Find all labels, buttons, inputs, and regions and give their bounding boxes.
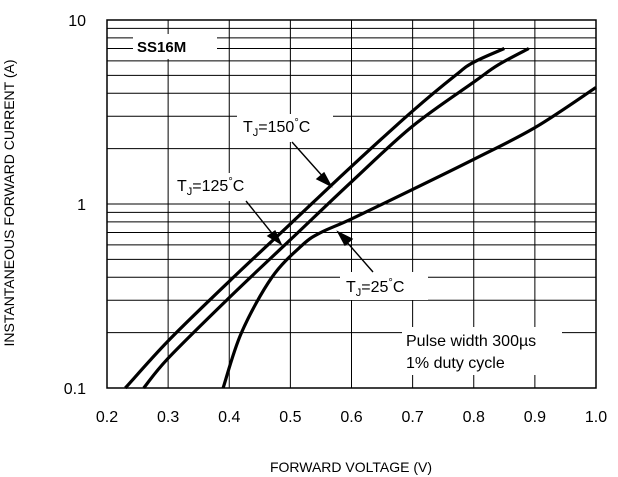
plot-frame: [106, 19, 597, 389]
x-tick-label-2: 0.4: [218, 409, 240, 426]
pulse-note-line2: 1% duty cycle: [406, 355, 505, 372]
tj150-label: TJ=150°C: [243, 117, 310, 139]
x-tick-label-6: 0.8: [463, 409, 485, 426]
y-tick-label-0: 0.1: [64, 381, 86, 398]
tj25-arrow-shaft: [344, 239, 374, 273]
series-line-tj25: [221, 86, 597, 389]
tj25-label-bg: [340, 272, 428, 300]
tj125-arrow-head: [266, 229, 283, 246]
y-tick-label-2: 10: [68, 13, 86, 30]
tj25-arrow-head: [336, 230, 354, 247]
tj150-label-bg: [237, 114, 333, 142]
tj150-arrow-shaft: [291, 141, 326, 180]
tj125-label-bg: [172, 173, 268, 201]
x-tick-labels: 0.2 0.3 0.4 0.5 0.6 0.7 0.8 0.9 1.0: [96, 409, 607, 426]
x-tick-label-3: 0.5: [279, 409, 301, 426]
series-line-tj125: [142, 47, 530, 390]
x-tick-label-1: 0.3: [157, 409, 179, 426]
tj125-arrow-shaft: [245, 200, 276, 238]
x-tick-label-4: 0.6: [340, 409, 362, 426]
model-label-box: [133, 34, 217, 59]
model-label: SS16M: [137, 39, 186, 56]
tj25-label: TJ=25°C: [346, 277, 404, 299]
x-tick-label-7: 0.9: [524, 409, 546, 426]
y-tick-labels: 0.1 1 10: [64, 13, 86, 398]
x-tick-label-0: 0.2: [96, 409, 118, 426]
y-axis-title: INSTANTANEOUS FORWARD CURRENT (A): [1, 59, 17, 346]
series-line-tj150: [124, 47, 505, 390]
annotation-arrows: [245, 141, 374, 273]
y-tick-label-1: 1: [77, 197, 86, 214]
pulse-note-line1: Pulse width 300µs: [406, 333, 536, 350]
x-axis-title: FORWARD VOLTAGE (V): [270, 459, 432, 475]
series-lines: [124, 47, 597, 390]
pulse-note-bg: [402, 327, 562, 375]
x-tick-label-5: 0.7: [402, 409, 424, 426]
tj125-label: TJ=125°C: [177, 176, 244, 198]
tj150-arrow-head: [315, 171, 333, 188]
x-tick-label-8: 1.0: [585, 409, 607, 426]
